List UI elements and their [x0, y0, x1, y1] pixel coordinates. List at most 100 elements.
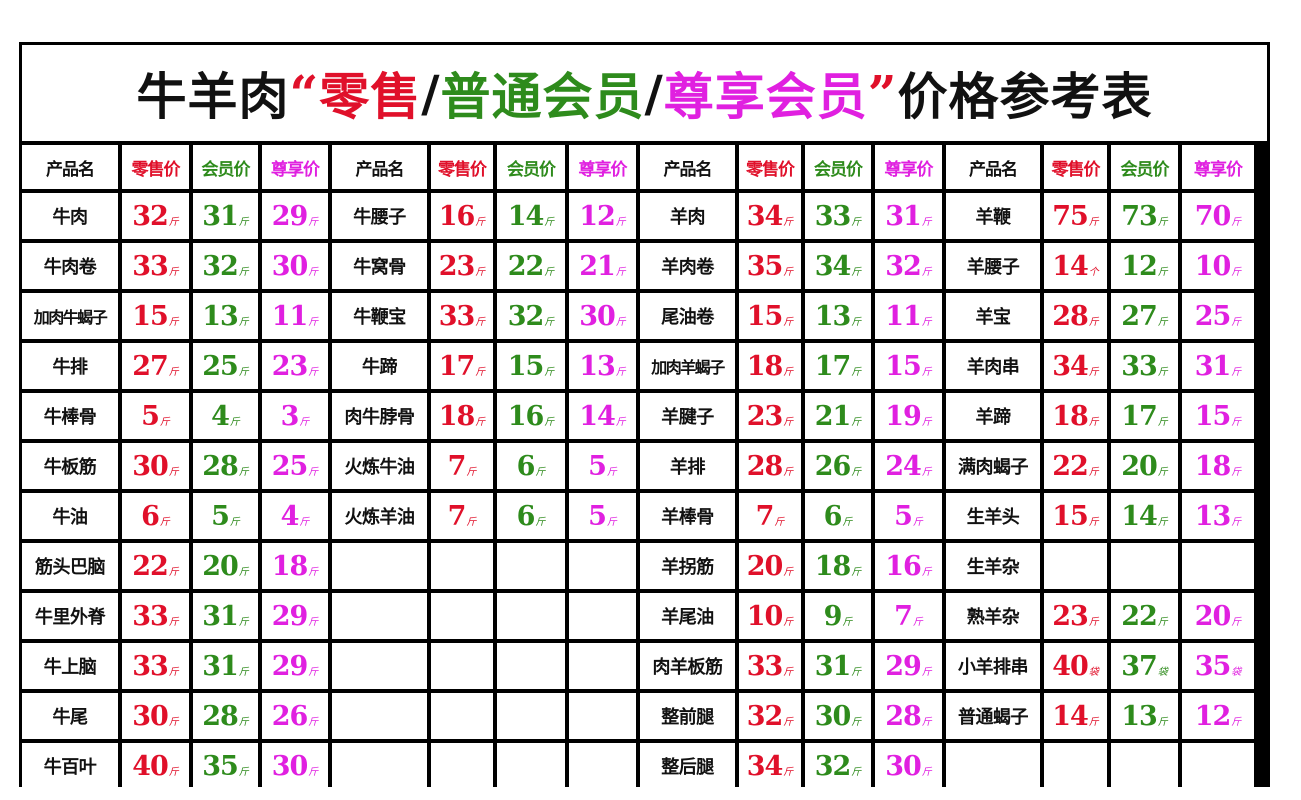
retail-price-cell: 16 斤 — [431, 193, 493, 239]
unit-label: 斤 — [1231, 467, 1242, 478]
unit-label: 斤 — [921, 317, 932, 328]
retail-price: 15 — [1052, 500, 1089, 532]
header-vip-price: 尊享价 — [262, 145, 328, 189]
retail-price: 22 — [1052, 450, 1089, 482]
retail-price-cell: 23 斤 — [1044, 593, 1107, 639]
member-price-cell: 32 斤 — [193, 243, 258, 289]
retail-price-cell — [1044, 743, 1107, 789]
vip-price: 32 — [885, 250, 922, 282]
member-price: 31 — [202, 600, 239, 632]
vip-price-cell — [569, 543, 636, 589]
retail-price: 14 — [1052, 700, 1089, 732]
member-price-cell: 35 斤 — [193, 743, 258, 789]
member-price-cell: 12 斤 — [1111, 243, 1178, 289]
product-name: 牛肉 — [52, 207, 89, 228]
unit-label: 斤 — [851, 317, 862, 328]
vip-price: 7 — [894, 600, 913, 632]
vip-price-cell: 29 斤 — [262, 643, 328, 689]
product-name-cell: 羊肉串 — [946, 343, 1040, 389]
product-name-cell: 牛窝骨 — [332, 243, 427, 289]
member-price-cell: 32 斤 — [497, 293, 565, 339]
product-name-cell: 小羊排串 — [946, 643, 1040, 689]
member-price: 28 — [202, 450, 239, 482]
retail-price-cell: 35 斤 — [739, 243, 801, 289]
product-name-cell: 牛鞭宝 — [332, 293, 427, 339]
product-name-cell: 羊拐筋 — [640, 543, 735, 589]
member-price: 5 — [211, 500, 230, 532]
unit-label: 斤 — [615, 417, 626, 428]
product-name-cell: 牛腰子 — [332, 193, 427, 239]
product-name: 生羊头 — [966, 507, 1020, 528]
product-name: 尾油卷 — [661, 307, 714, 328]
title-sep1: / — [421, 63, 441, 123]
unit-label: 斤 — [1231, 367, 1242, 378]
retail-price: 30 — [132, 700, 169, 732]
product-name-cell: 牛肉 — [22, 193, 118, 239]
member-price-cell — [497, 743, 565, 789]
product-name: 羊肉 — [670, 207, 706, 228]
retail-price: 40 — [132, 750, 169, 782]
unit-label: 斤 — [606, 517, 617, 528]
member-price-cell: 33 斤 — [1111, 343, 1178, 389]
member-price-cell: 15 斤 — [497, 343, 565, 389]
unit-label: 斤 — [783, 767, 794, 778]
vip-price-cell: 29 斤 — [262, 593, 328, 639]
product-name-cell: 满肉蝎子 — [946, 443, 1040, 489]
vip-price-cell — [569, 643, 636, 689]
product-name-cell: 牛肉卷 — [22, 243, 118, 289]
product-name-cell: 羊腱子 — [640, 393, 735, 439]
unit-label: 斤 — [1157, 617, 1168, 628]
product-name: 牛尾 — [52, 707, 89, 728]
unit-label: 斤 — [168, 367, 179, 378]
retail-price-cell: 28 斤 — [1044, 293, 1107, 339]
product-name-cell: 羊尾油 — [640, 593, 735, 639]
unit-label: 斤 — [842, 617, 853, 628]
unit-label: 斤 — [1088, 467, 1099, 478]
retail-price-cell: 18 斤 — [1044, 393, 1107, 439]
vip-price: 29 — [271, 650, 309, 682]
product-name-cell: 牛尾 — [22, 693, 118, 739]
product-name: 羊尾油 — [661, 607, 714, 628]
retail-price-cell: 27 斤 — [122, 343, 189, 389]
member-price: 16 — [507, 400, 545, 432]
unit-label: 斤 — [783, 567, 794, 578]
unit-label: 斤 — [1231, 417, 1242, 428]
retail-price-cell: 23 斤 — [431, 243, 493, 289]
unit-label: 斤 — [544, 317, 555, 328]
vip-price: 25 — [1194, 300, 1232, 332]
member-price-cell — [497, 593, 565, 639]
unit-label: 斤 — [783, 267, 794, 278]
product-name: 火炼羊油 — [344, 507, 416, 528]
header-label: 会员价 — [201, 159, 251, 180]
vip-price-cell: 13 斤 — [569, 343, 636, 389]
header-label: 零售价 — [131, 159, 181, 180]
member-price-cell: 31 斤 — [193, 593, 258, 639]
unit-label: 斤 — [168, 567, 179, 578]
member-price: 4 — [211, 400, 230, 432]
member-price: 13 — [814, 300, 852, 332]
member-price-cell: 17 斤 — [805, 343, 871, 389]
vip-price: 24 — [885, 450, 922, 482]
vip-price-cell: 14 斤 — [569, 393, 636, 439]
retail-price-cell: 40 袋 — [1044, 643, 1107, 689]
retail-price: 23 — [1052, 600, 1089, 632]
product-name-cell: 牛百叶 — [22, 743, 118, 789]
unit-label: 斤 — [921, 217, 932, 228]
product-name: 牛里外脊 — [35, 607, 106, 628]
member-price-cell: 14 斤 — [1111, 493, 1178, 539]
vip-price-cell: 15 斤 — [1182, 393, 1254, 439]
retail-price: 22 — [132, 550, 169, 582]
member-price: 30 — [814, 700, 852, 732]
member-price: 17 — [1121, 400, 1158, 432]
retail-price-cell: 33 斤 — [122, 643, 189, 689]
unit-label: 斤 — [229, 417, 240, 428]
product-name-cell: 生羊杂 — [946, 543, 1040, 589]
vip-price: 5 — [588, 500, 607, 532]
retail-price-cell: 34 斤 — [739, 743, 801, 789]
